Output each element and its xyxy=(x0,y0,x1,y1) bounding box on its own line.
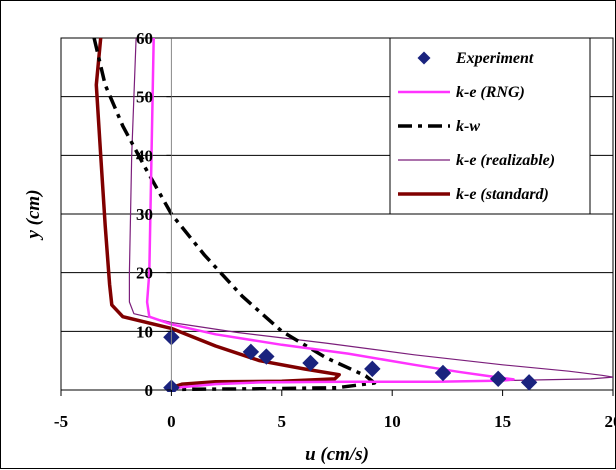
x-tick-label-20: 20 xyxy=(605,412,616,431)
y-tick-label-20: 20 xyxy=(136,264,153,283)
legend-label-experiment: Experiment xyxy=(455,50,534,67)
x-axis-title: u (cm/s) xyxy=(305,444,369,465)
x-tick-label-5: 5 xyxy=(278,412,287,431)
x-tick-label--5: -5 xyxy=(54,412,68,431)
legend-label-k-e-rng: k-e (RNG) xyxy=(456,84,525,101)
data-point-experiment-5 xyxy=(365,361,380,376)
y-tick-label-40: 40 xyxy=(136,146,153,165)
legend-label-k-w: k-w xyxy=(456,118,480,135)
data-point-experiment-8 xyxy=(522,375,537,390)
legend-label-k-e-standard: k-e (standard) xyxy=(456,186,549,203)
y-tick-label-50: 50 xyxy=(136,88,153,107)
x-tick-label-0: 0 xyxy=(167,412,176,431)
x-tick-label-15: 15 xyxy=(494,412,511,431)
y-tick-label-30: 30 xyxy=(136,205,153,224)
x-tick-label-10: 10 xyxy=(384,412,401,431)
y-tick-label-60: 60 xyxy=(136,29,153,48)
legend: Experiment k-e (RNG) k-w k-e (realizable) k-… xyxy=(390,38,590,214)
y-tick-label-0: 0 xyxy=(145,381,154,400)
data-point-experiment-7 xyxy=(491,371,506,386)
y-axis-title: y (cm) xyxy=(23,189,44,240)
y-tick-label-10: 10 xyxy=(136,322,153,341)
legend-label-k-e-realizable: k-e (realizable) xyxy=(456,152,555,169)
